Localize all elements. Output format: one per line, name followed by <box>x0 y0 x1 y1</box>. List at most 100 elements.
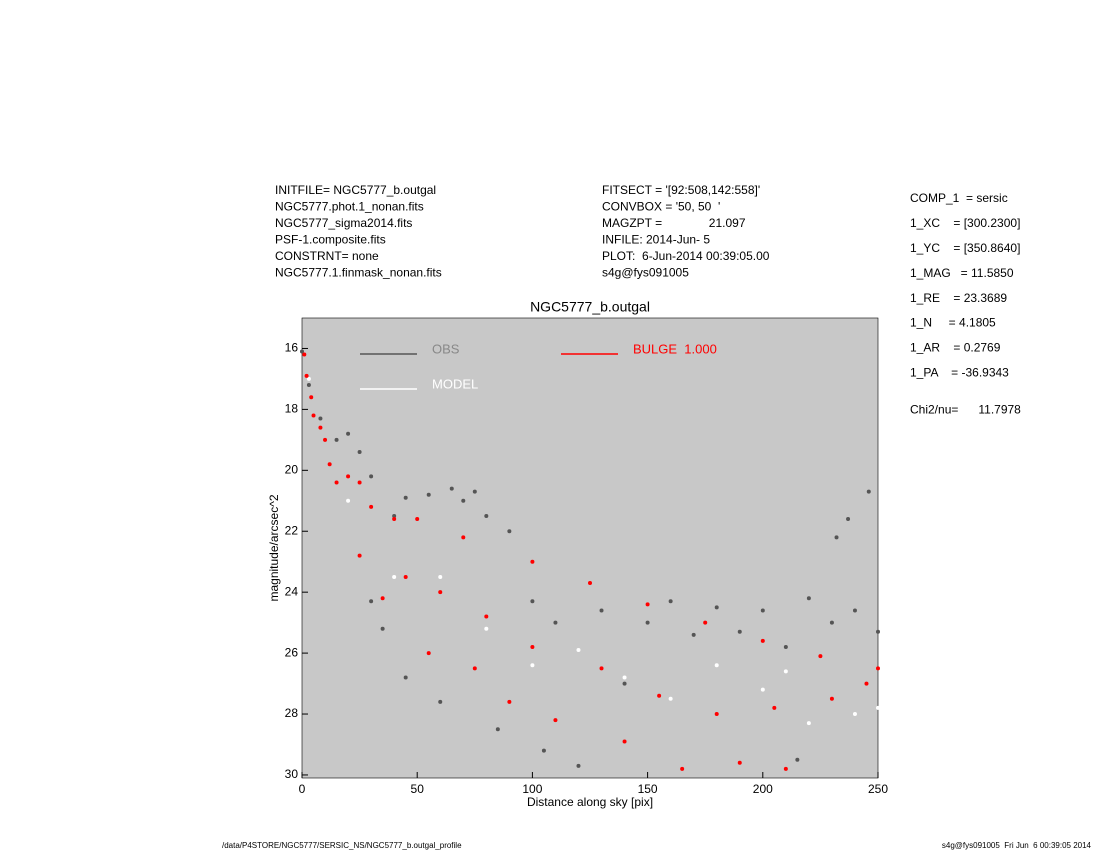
point <box>438 574 443 579</box>
point <box>306 376 311 381</box>
point <box>703 620 708 625</box>
y-axis-label: magnitude/arcsec^2 <box>267 494 281 601</box>
x-tick-label: 0 <box>299 782 306 796</box>
info-text: CONSTRNT= none <box>275 249 379 263</box>
x-tick-label: 100 <box>522 782 542 796</box>
point <box>403 574 408 579</box>
legend-label: OBS <box>432 341 460 356</box>
point <box>334 480 339 485</box>
point <box>318 425 323 430</box>
point <box>622 675 627 680</box>
legend-label: BULGE 1.000 <box>633 341 717 356</box>
point <box>507 699 512 704</box>
point <box>530 663 535 668</box>
point <box>834 535 839 540</box>
info-text: 1_AR = 0.2769 <box>910 341 1001 355</box>
info-text: NGC5777_sigma2014.fits <box>275 216 412 230</box>
point <box>714 605 719 610</box>
point <box>599 666 604 671</box>
point <box>806 596 811 601</box>
point <box>645 620 650 625</box>
point <box>818 654 823 659</box>
point <box>530 599 535 604</box>
point <box>369 599 374 604</box>
point <box>876 705 880 710</box>
point <box>461 498 466 503</box>
point <box>553 718 558 723</box>
point <box>622 739 627 744</box>
point <box>576 648 581 653</box>
info-text: PLOT: 6-Jun-2014 00:39:05.00 <box>602 249 770 263</box>
point <box>346 498 351 503</box>
point <box>541 748 546 753</box>
point <box>495 727 500 732</box>
point <box>760 638 765 643</box>
point <box>438 590 443 595</box>
point <box>346 431 351 436</box>
point <box>668 696 673 701</box>
point <box>714 663 719 668</box>
point <box>691 632 696 637</box>
y-tick-label: 28 <box>285 706 299 720</box>
point <box>472 666 477 671</box>
point <box>403 675 408 680</box>
point <box>309 395 314 400</box>
point <box>876 629 880 634</box>
point <box>415 517 420 522</box>
point <box>449 486 454 491</box>
y-tick-label: 18 <box>285 402 299 416</box>
point <box>507 529 512 534</box>
info-text: CONVBOX = '50, 50 ' <box>602 200 720 214</box>
point <box>392 514 397 519</box>
info-text: 1_XC = [300.2300] <box>910 216 1020 230</box>
point <box>553 620 558 625</box>
point <box>323 437 328 442</box>
point <box>484 614 489 619</box>
point <box>380 626 385 631</box>
point <box>530 559 535 564</box>
point <box>318 416 323 421</box>
info-text: INFILE: 2014-Jun- 5 <box>602 233 710 247</box>
points <box>300 349 880 771</box>
point <box>760 608 765 613</box>
point <box>772 705 777 710</box>
point <box>737 760 742 765</box>
info-text: NGC5777.1.finmask_nonan.fits <box>275 266 442 280</box>
point <box>645 602 650 607</box>
info-text: 1_RE = 23.3689 <box>910 291 1007 305</box>
point <box>714 712 719 717</box>
point <box>668 599 673 604</box>
point <box>783 766 788 771</box>
info-text: 1_YC = [350.8640] <box>910 241 1020 255</box>
point <box>484 514 489 519</box>
y-tick-label: 20 <box>285 462 299 476</box>
point <box>438 699 443 704</box>
footer-left: /data/P4STORE/NGC5777/SERSIC_NS/NGC5777_… <box>222 841 462 850</box>
y-tick-label: 16 <box>285 341 299 355</box>
info-text: s4g@fys091005 <box>602 266 689 280</box>
point <box>334 437 339 442</box>
point <box>426 492 431 497</box>
point <box>576 763 581 768</box>
footer-right: s4g@fys091005 Fri Jun 6 00:39:05 2014 <box>942 841 1092 850</box>
point <box>657 693 662 698</box>
y-tick-label: 30 <box>285 767 299 781</box>
point <box>846 517 851 522</box>
point <box>327 462 332 467</box>
point <box>829 620 834 625</box>
point <box>302 352 307 357</box>
point <box>484 626 489 631</box>
info-text: 1_PA = -36.9343 <box>910 365 1009 379</box>
point <box>599 608 604 613</box>
point <box>461 535 466 540</box>
point <box>403 495 408 500</box>
point <box>300 349 304 354</box>
info-text: 1_N = 4.1805 <box>910 316 996 330</box>
point <box>380 596 385 601</box>
x-axis-label: Distance along sky [pix] <box>527 795 653 809</box>
point <box>852 608 857 613</box>
point <box>392 574 397 579</box>
info-text: MAGZPT = 21.097 <box>602 216 746 230</box>
point <box>737 629 742 634</box>
y-tick-label: 22 <box>285 523 299 537</box>
